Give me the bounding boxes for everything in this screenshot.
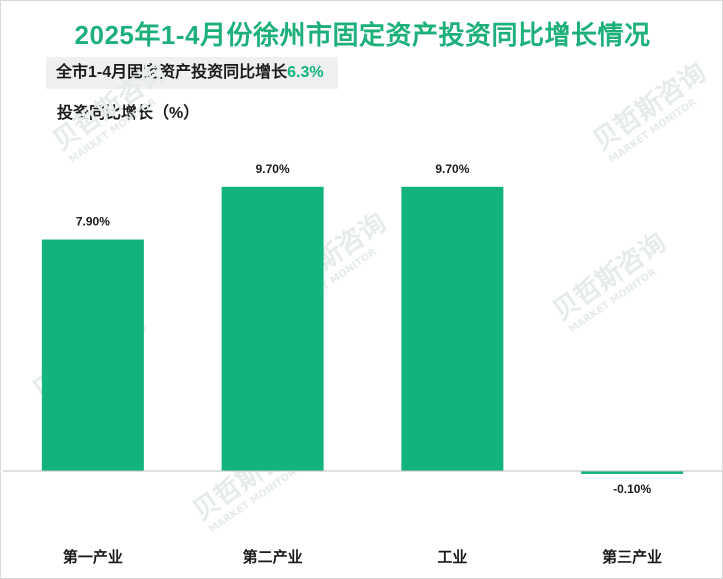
data-label-3: 9.70% — [435, 162, 469, 176]
data-label-4: -0.10% — [613, 482, 651, 496]
x-tick-label-1: 第一产业 — [63, 548, 123, 566]
bar-3 — [401, 186, 504, 472]
bar-2 — [221, 186, 324, 472]
labels-layer: 7.90% 第一产业 9.70% 第二产业 9.70% 工业 -0.10% 第三产业 — [63, 162, 662, 566]
bars-layer — [41, 186, 684, 474]
x-tick-label-3: 工业 — [437, 549, 467, 566]
y-axis-title: 投资同比增长（%） — [57, 105, 200, 122]
chart-title: 2025年1-4月份徐州市固定资产投资同比增长情况 — [74, 20, 651, 50]
data-label-1: 7.90% — [76, 215, 110, 229]
x-tick-label-4: 第三产业 — [602, 548, 662, 566]
bar-1 — [41, 239, 144, 471]
summary-box: 全市1-4月固定资产投资同比增长6.3% — [46, 57, 338, 89]
bar-4 — [581, 471, 684, 474]
summary-value: 6.3% — [287, 64, 324, 81]
summary-text: 全市1-4月固定资产投资同比增长 — [56, 64, 288, 81]
data-label-2: 9.70% — [256, 162, 290, 176]
x-tick-label-2: 第二产业 — [243, 548, 303, 566]
